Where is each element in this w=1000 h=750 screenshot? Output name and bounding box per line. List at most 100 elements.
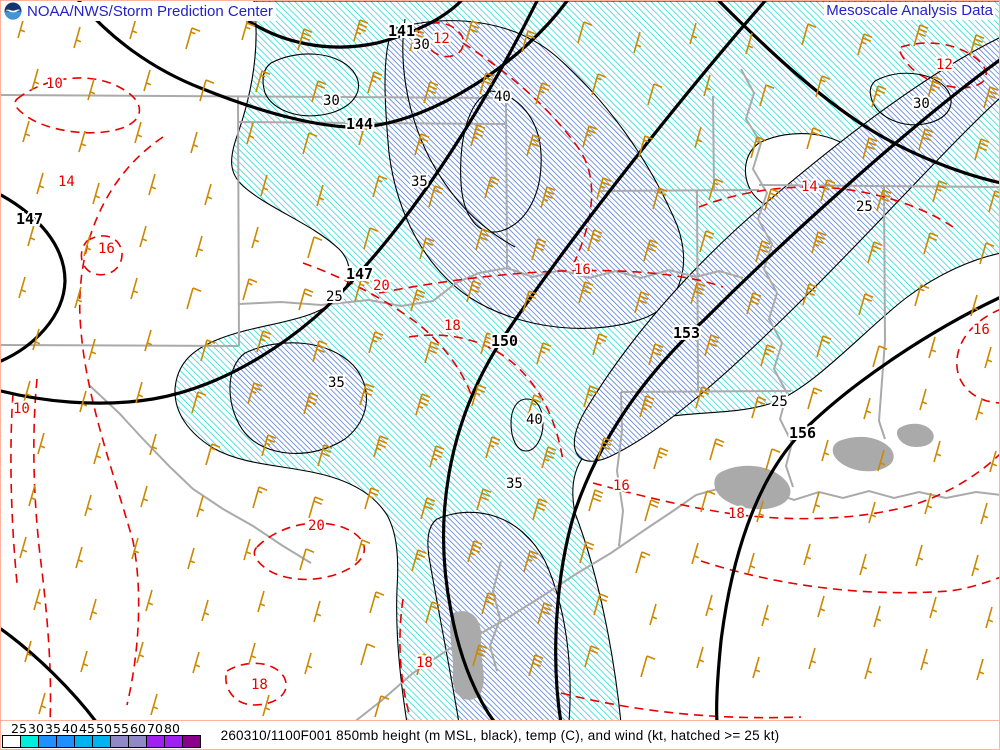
map-label-isotach: 30 [913, 96, 930, 112]
map-label-isotach: 25 [856, 199, 873, 215]
wind-barb [204, 183, 213, 206]
wind-barb [746, 292, 762, 315]
contour-labels-layer: 141 144 147 147 150 153 156 30 30 30 40 35 25 25 35 25 4… [11, 20, 992, 695]
colorbar-cell [93, 735, 111, 748]
wind-barb [817, 595, 826, 618]
wind-barb [812, 491, 821, 514]
wind-barb [634, 291, 650, 314]
wind-barb [251, 226, 260, 249]
wind-barb [584, 645, 600, 668]
wind-barb [479, 72, 495, 95]
map-label-temp: 18 [444, 318, 461, 334]
wind-barb [923, 232, 939, 255]
wind-barb [983, 86, 999, 109]
wind-barb [299, 548, 315, 571]
map-label-height: 147 [16, 210, 43, 228]
wind-barb [872, 345, 888, 368]
wind-barb [36, 172, 45, 195]
map-label-temp: 12 [433, 31, 450, 47]
wind-barb [695, 386, 711, 409]
wind-barb [353, 19, 369, 42]
wind-barb [308, 496, 324, 519]
wind-barb [374, 695, 390, 718]
wind-barb [191, 391, 207, 414]
colorbar-cell [129, 735, 147, 748]
wind-barb [150, 693, 159, 716]
wind-barb [364, 487, 380, 510]
wind-barb [751, 396, 767, 419]
wind-barb [764, 188, 780, 211]
wind-barb [192, 651, 201, 674]
isotach-contours [262, 18, 952, 452]
noaa-spc-home-link[interactable]: NOAA/NWS/Storm Prediction Center [4, 2, 276, 21]
wind-barb [359, 383, 375, 406]
map-label-temp: 18 [251, 677, 268, 693]
wind-barb [914, 284, 930, 307]
wind-barb [633, 31, 642, 54]
wind-barb [708, 178, 724, 201]
wind-barb [252, 486, 268, 509]
wind-barb [199, 79, 215, 102]
wind-barb [647, 83, 663, 106]
wind-barb [652, 187, 668, 210]
wind-barb [317, 444, 333, 467]
wind-barb [976, 658, 985, 681]
wind-barb [83, 234, 92, 257]
wind-speed-colorbar: 25 30 35 40 45 50 55 60 70 80 [2, 721, 212, 748]
wind-barb [857, 33, 873, 56]
wind-barb [971, 554, 980, 577]
map-label-height: 156 [789, 424, 816, 442]
wind-barb [242, 278, 258, 301]
wind-barb [37, 432, 46, 455]
wind-barb [979, 242, 995, 265]
map-label-temp: 12 [936, 57, 953, 73]
map-label-isotach: 40 [526, 412, 543, 428]
wind-barb [970, 294, 979, 317]
map-label-height: 147 [346, 265, 373, 283]
wind-barb [472, 644, 488, 667]
wind-barb [579, 541, 595, 564]
wind-barb [369, 591, 385, 614]
map-label-isotach: 30 [413, 37, 430, 53]
colorbar-cell [147, 735, 165, 748]
wind-barb [88, 338, 97, 361]
mesoscale-analysis-link[interactable]: Mesoscale Analysis Data [824, 2, 995, 20]
wind-barb [148, 173, 157, 196]
wind-barb [820, 179, 836, 202]
map-label-height: 153 [673, 324, 700, 342]
wind-barb [807, 387, 823, 410]
wind-barb [134, 121, 143, 144]
wind-barb [802, 283, 818, 306]
wind-barb [640, 655, 656, 678]
wind-barb [648, 343, 664, 366]
wind-barb [140, 485, 149, 508]
wind-barb [756, 500, 765, 523]
wind-barb [93, 442, 102, 465]
wind-barb [864, 657, 873, 680]
wind-barb [919, 388, 928, 411]
footer-bar: 25 30 35 40 45 50 55 60 70 80 260310/1100F001 850… [1, 720, 999, 749]
colorbar-cell [183, 735, 201, 748]
map-label-isotach: 25 [771, 394, 788, 410]
map-label-height: 141 [388, 22, 415, 40]
wind-barb [759, 84, 775, 107]
wind-barb [540, 186, 556, 209]
wind-barb [750, 136, 766, 159]
wind-barb [74, 286, 83, 309]
wind-barb [247, 382, 263, 405]
colorbar-tick-label: 70 [147, 721, 163, 736]
wind-barb [528, 654, 544, 677]
wind-barb [476, 488, 492, 511]
map-canvas: 141 144 147 147 150 153 156 30 30 30 40 35 25 25 35 25 4… [1, 1, 999, 725]
wind-barb [80, 650, 89, 673]
wind-barb [471, 384, 487, 407]
wind-barb [316, 184, 325, 207]
wind-barb [644, 499, 660, 522]
colorbar-cell [111, 735, 129, 748]
map-label-temp: 20 [308, 518, 325, 534]
wind-barb [577, 21, 593, 44]
wind-barb [424, 341, 440, 364]
wind-barb [24, 640, 33, 663]
wind-barb [929, 596, 938, 619]
wind-barb [868, 501, 877, 524]
